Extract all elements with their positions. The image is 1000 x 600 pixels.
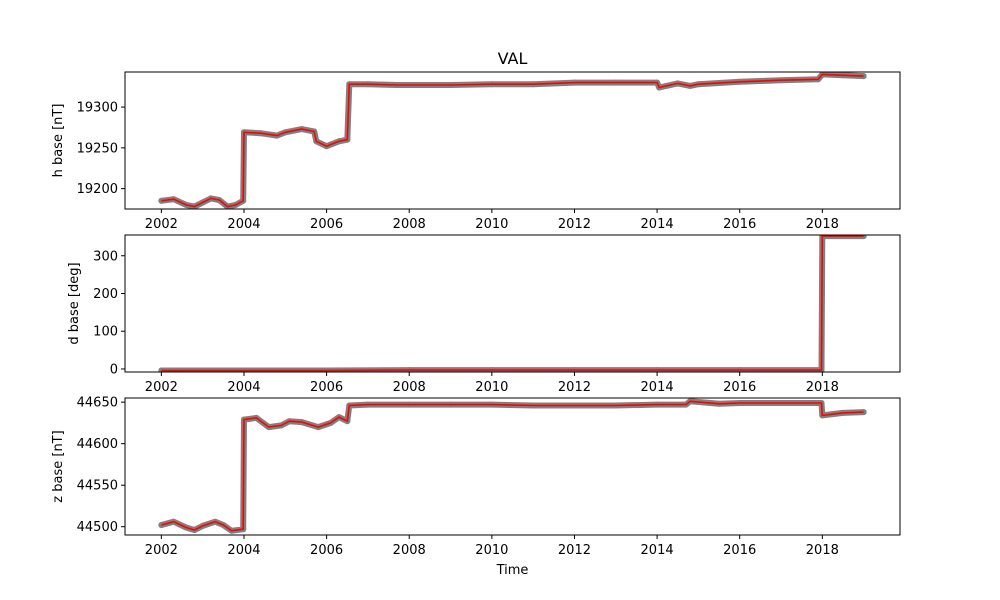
axes-frame-d — [124, 234, 901, 373]
y-tick-label-h: 19250 — [77, 141, 118, 156]
x-tick-label-h: 2016 — [723, 217, 756, 232]
x-tick-label-z: 2018 — [806, 543, 839, 558]
x-tick-label-h: 2002 — [145, 217, 178, 232]
panel-h-base: 2002 2004 2006 2008 2010 2012 2014 2016 2018 1920… — [77, 71, 901, 232]
series-line-d — [161, 235, 864, 372]
x-tick-label-h: 2004 — [227, 217, 260, 232]
y-tick-label-z: 44550 — [77, 479, 118, 494]
x-tick-label-h: 2010 — [475, 217, 508, 232]
x-tick-label-h: 2008 — [393, 217, 426, 232]
plot-area-h — [158, 72, 867, 209]
series-line-z — [161, 400, 864, 532]
plot-area-z — [158, 398, 867, 534]
panel-z-base: 2002 2004 2006 2008 2010 2012 2014 2016 2018 4450… — [77, 396, 901, 558]
plot-area-d — [158, 235, 867, 372]
y-tick-label-z: 44500 — [77, 520, 118, 535]
x-tick-label-d: 2004 — [227, 380, 260, 395]
x-tick-label-d: 2006 — [310, 380, 343, 395]
x-tick-label-z: 2006 — [310, 543, 343, 558]
y-tick-label-d: 100 — [93, 325, 118, 340]
x-tick-label-h: 2018 — [806, 217, 839, 232]
x-tick-label-z: 2012 — [558, 543, 591, 558]
x-tick-label-d: 2008 — [393, 380, 426, 395]
series-line-h — [161, 73, 864, 208]
y-tick-label-d: 300 — [93, 249, 118, 264]
x-tick-label-d: 2016 — [723, 380, 756, 395]
y-tick-label-h: 19300 — [77, 101, 118, 116]
x-tick-label-z: 2008 — [393, 543, 426, 558]
x-tick-label-z: 2010 — [475, 543, 508, 558]
y-tick-label-h: 19200 — [77, 182, 118, 197]
xlabel-time: Time — [496, 563, 529, 578]
x-tick-label-z: 2002 — [145, 543, 178, 558]
y-tick-label-z: 44650 — [77, 396, 118, 411]
y-tick-label-z: 44600 — [77, 437, 118, 452]
ylabel-z-base: z base [nT] — [51, 430, 66, 502]
ylabel-d-base: d base [deg] — [67, 262, 82, 344]
axes-frame-h — [124, 71, 901, 210]
x-tick-label-h: 2014 — [641, 217, 674, 232]
x-tick-label-h: 2006 — [310, 217, 343, 232]
x-tick-label-d: 2014 — [641, 380, 674, 395]
x-tick-label-d: 2018 — [806, 380, 839, 395]
y-tick-label-d: 0 — [110, 362, 118, 377]
chart-title: VAL — [498, 49, 528, 68]
x-tick-label-z: 2004 — [227, 543, 260, 558]
ylabel-h-base: h base [nT] — [51, 104, 66, 178]
y-tick-label-d: 200 — [93, 287, 118, 302]
x-tick-label-z: 2014 — [641, 543, 674, 558]
x-tick-label-h: 2012 — [558, 217, 591, 232]
x-tick-label-d: 2012 — [558, 380, 591, 395]
x-tick-label-d: 2010 — [475, 380, 508, 395]
x-tick-label-d: 2002 — [145, 380, 178, 395]
x-tick-label-z: 2016 — [723, 543, 756, 558]
axes-frame-z — [124, 397, 901, 536]
panel-d-base: 2002 2004 2006 2008 2010 2012 2014 2016 2018 0 100… — [93, 234, 901, 395]
